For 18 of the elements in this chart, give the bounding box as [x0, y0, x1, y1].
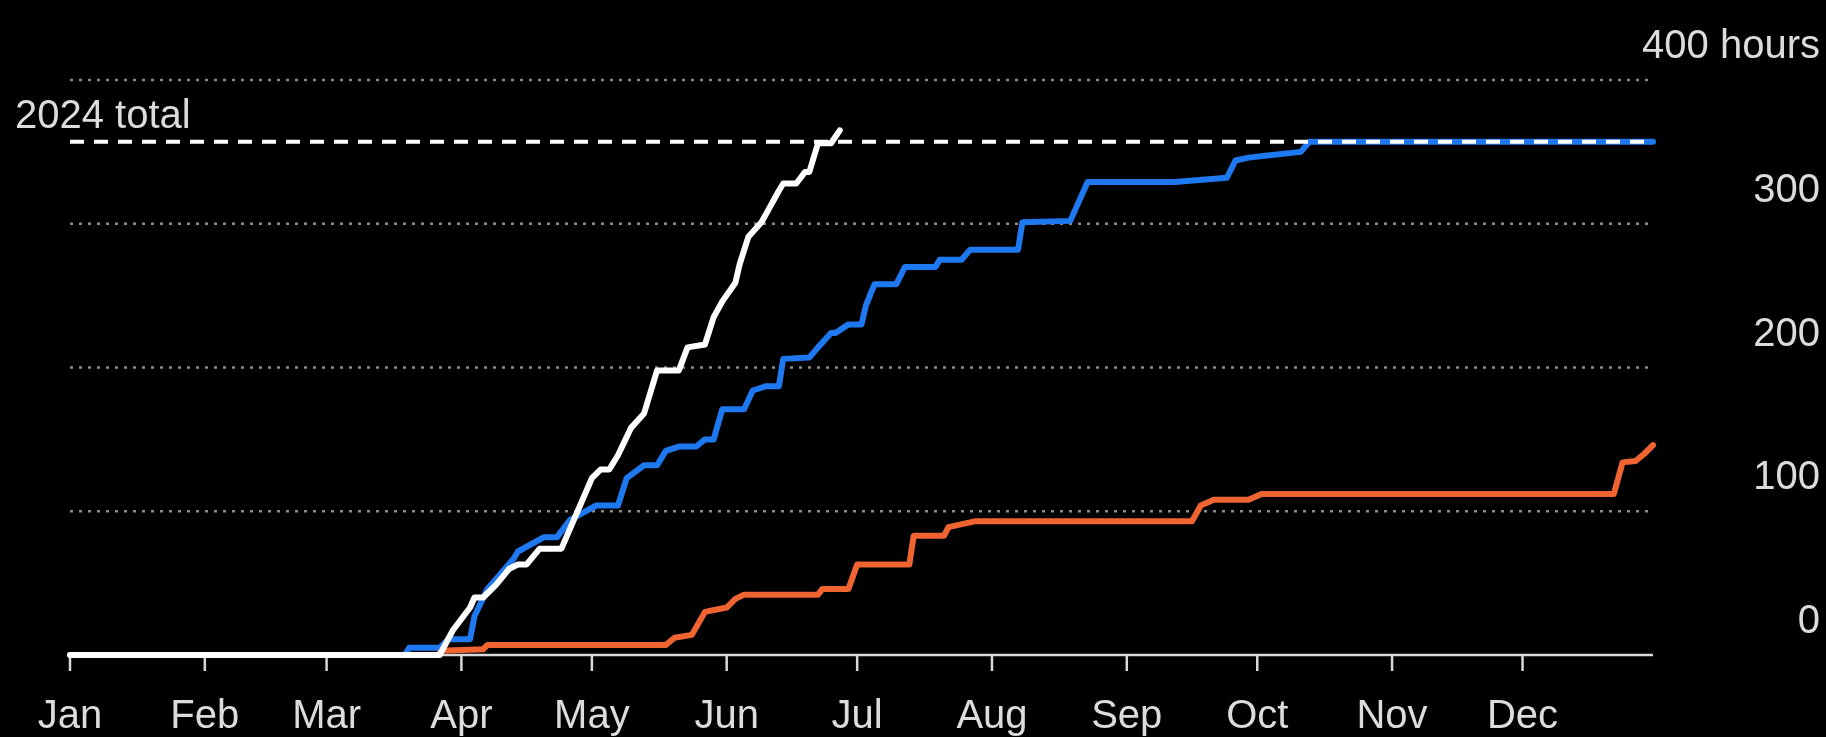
x-tick-label: May	[554, 692, 630, 736]
x-tick-label: Oct	[1226, 692, 1289, 736]
y-tick-label: 300	[1753, 165, 1820, 210]
y-tick-label: 100	[1753, 453, 1820, 498]
y-tick-label: 400 hours	[1642, 22, 1820, 66]
x-tick-label: Mar	[292, 692, 362, 736]
x-tick-label: Nov	[1356, 692, 1428, 736]
x-tick-label: Aug	[956, 692, 1028, 736]
x-tick-label: Jan	[37, 692, 103, 736]
x-tick-label: Apr	[430, 692, 493, 736]
y-tick-label: 0	[1797, 597, 1820, 641]
ref-line-label: 2024 total	[15, 91, 191, 136]
y-tick-label: 200	[1753, 309, 1820, 354]
x-tick-label: Dec	[1486, 692, 1559, 736]
x-tick-label: Feb	[170, 692, 240, 736]
x-tick-label: Jul	[831, 692, 883, 736]
x-tick-label: Sep	[1091, 692, 1163, 736]
x-tick-label: Jun	[694, 692, 759, 736]
